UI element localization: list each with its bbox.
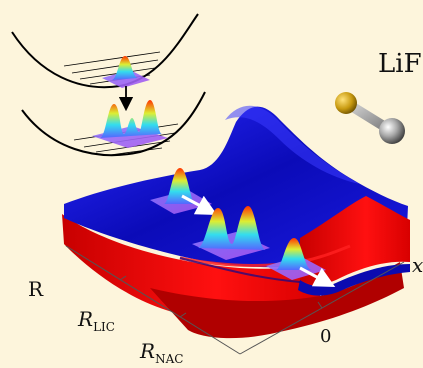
inset-wavepacket-upper bbox=[102, 56, 150, 88]
potential-energy-surfaces bbox=[62, 105, 410, 339]
surface-arrow-1 bbox=[181, 194, 218, 215]
axis-label-x-partial: x bbox=[412, 253, 423, 277]
axis-label-r-nac: RNAC bbox=[139, 339, 183, 366]
lower-surface-red-front bbox=[150, 262, 404, 339]
inset-wavepacket-lower bbox=[92, 100, 168, 148]
wavepacket-icon-2 bbox=[192, 206, 270, 260]
upper-well-curve bbox=[11, 13, 199, 89]
lif-molecule-icon bbox=[335, 92, 405, 144]
potential-wells-inset bbox=[11, 13, 206, 156]
crossing-surface-red bbox=[300, 196, 410, 285]
lithium-atom bbox=[379, 118, 405, 144]
axis-label-r: R bbox=[28, 277, 44, 301]
fluorine-atom bbox=[335, 92, 357, 114]
axis-tick-zero: 0 bbox=[320, 326, 331, 347]
axis-label-r-lic: RLIC bbox=[77, 307, 115, 334]
lower-well-curve bbox=[21, 91, 206, 156]
axes bbox=[65, 245, 405, 355]
lower-surface-red-left bbox=[62, 214, 320, 318]
axis-line-left bbox=[65, 245, 241, 355]
molecule-name: LiF bbox=[378, 49, 422, 79]
surface-arrow-2 bbox=[299, 266, 336, 287]
